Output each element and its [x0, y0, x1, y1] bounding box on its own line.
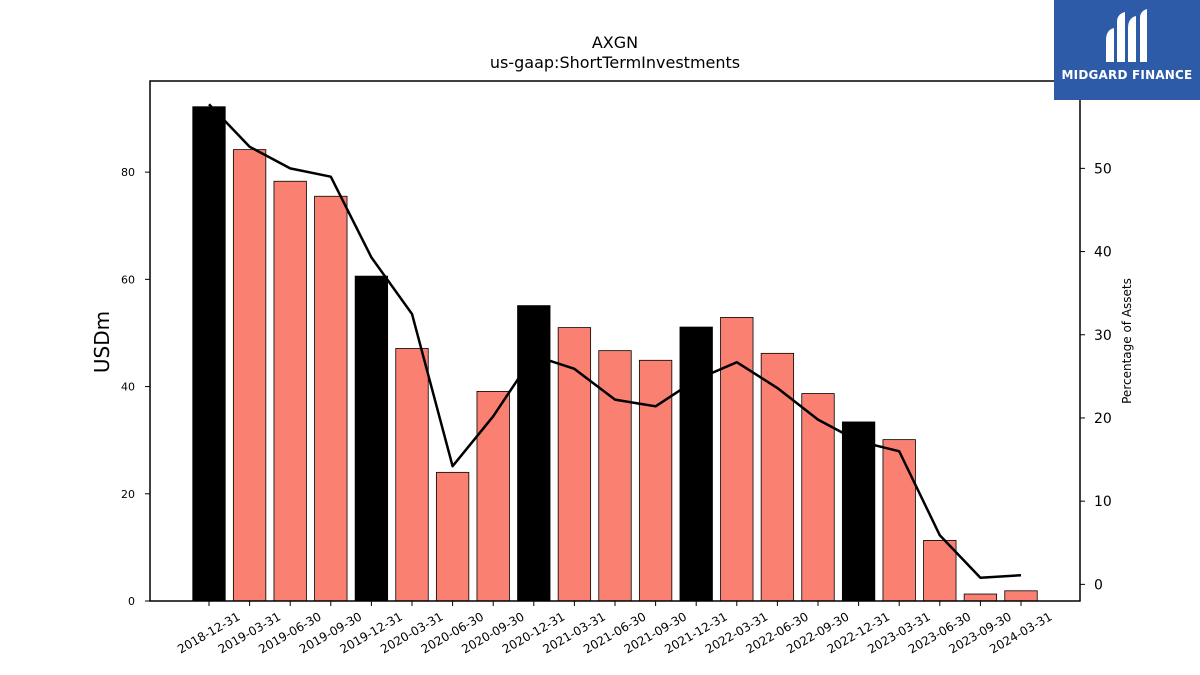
brand-logo: MIDGARD FINANCE: [1054, 0, 1200, 100]
chart-subtitle: us-gaap:ShortTermInvestments: [490, 53, 740, 72]
brand-logo-mark-icon: [1106, 9, 1147, 62]
bar: [923, 540, 957, 602]
bar: [517, 305, 551, 602]
y2-tick-label: 10: [1094, 494, 1112, 510]
bar: [598, 350, 632, 602]
bars-layer: [192, 106, 1038, 602]
y2-tick-label: 0: [1094, 577, 1103, 593]
series-line: [208, 103, 1022, 579]
bar: [273, 180, 307, 602]
line-layer: [208, 103, 1022, 579]
bar: [476, 390, 510, 602]
y-tick-label: 0: [128, 595, 135, 608]
bar: [963, 593, 998, 602]
bar: [1004, 590, 1038, 602]
bar: [354, 275, 389, 602]
bar: [882, 439, 916, 602]
bar: [801, 393, 835, 602]
bar: [720, 317, 754, 602]
bar: [314, 195, 348, 602]
y-tick-label: 20: [121, 488, 135, 501]
brand-logo-text: MIDGARD FINANCE: [1061, 68, 1193, 82]
bar: [557, 327, 592, 602]
chart-title: AXGN: [592, 33, 638, 52]
bar: [679, 326, 713, 602]
y2-tick-label: 50: [1094, 161, 1112, 177]
bar: [192, 106, 226, 602]
y-tick-label: 80: [121, 166, 135, 179]
bar: [435, 471, 470, 602]
y2-tick-label: 20: [1094, 411, 1112, 427]
bar: [638, 359, 673, 602]
y-tick-label: 60: [121, 273, 135, 286]
y2-tick-label: 30: [1094, 328, 1112, 344]
y2-axis-label: Percentage of Assets: [1120, 278, 1134, 404]
bar: [395, 348, 429, 602]
bar: [841, 421, 876, 602]
bar: [760, 352, 795, 602]
bar: [232, 149, 267, 602]
y-axis-label: USDm: [90, 311, 114, 373]
y-tick-label: 40: [121, 381, 135, 394]
y2-tick-label: 40: [1094, 245, 1112, 261]
